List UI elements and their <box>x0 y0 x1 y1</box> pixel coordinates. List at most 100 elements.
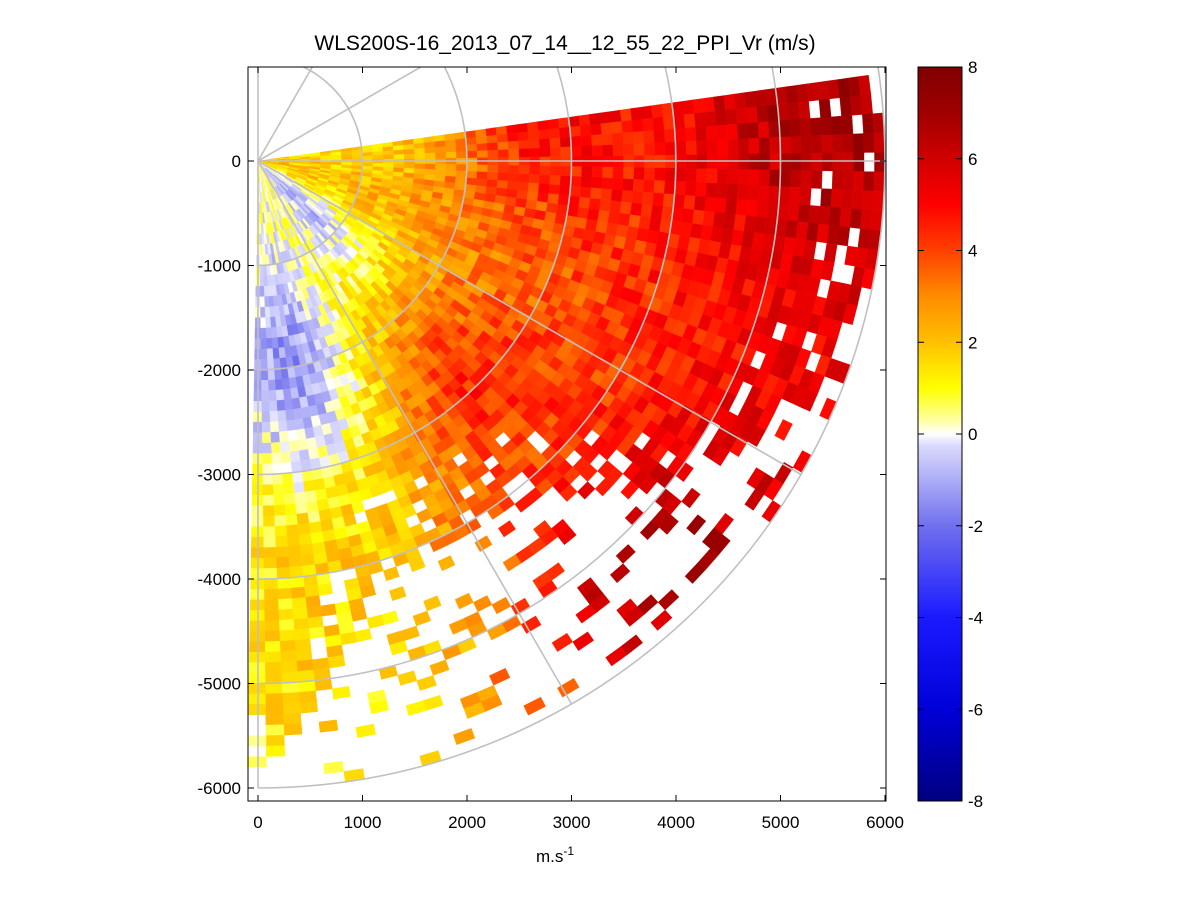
velocity-cell <box>654 167 666 182</box>
velocity-cell <box>455 170 468 179</box>
velocity-cell <box>259 306 266 318</box>
velocity-cell <box>263 588 279 601</box>
velocity-cell <box>372 151 384 157</box>
x-tick-label: 3000 <box>553 813 591 832</box>
velocity-cell <box>307 616 324 629</box>
velocity-cell <box>262 515 275 527</box>
velocity-cell <box>759 153 771 171</box>
velocity-cell <box>547 118 560 130</box>
velocity-cell <box>695 126 708 142</box>
velocity-cell <box>526 191 539 202</box>
colorbar-tick-label: -2 <box>968 517 983 536</box>
velocity-cell <box>260 369 269 381</box>
velocity-cell <box>308 521 323 534</box>
velocity-cell <box>538 174 551 185</box>
velocity-cell <box>507 140 520 150</box>
velocity-cell <box>628 214 641 229</box>
velocity-cell <box>588 198 601 211</box>
velocity-cell <box>523 696 546 716</box>
velocity-cell <box>414 163 426 170</box>
velocity-cell <box>393 163 405 169</box>
velocity-cell <box>818 98 832 118</box>
velocity-cell <box>454 592 474 610</box>
velocity-cell <box>779 136 792 154</box>
velocity-cell <box>271 337 279 349</box>
velocity-cell <box>298 449 310 462</box>
velocity-cell <box>327 655 346 669</box>
velocity-cell <box>279 629 296 642</box>
velocity-cell <box>476 171 488 180</box>
velocity-cell <box>491 596 512 615</box>
velocity-cell <box>862 113 875 134</box>
velocity-cell <box>744 488 765 511</box>
velocity-cell <box>842 303 858 325</box>
velocity-cell <box>265 724 285 736</box>
velocity-cell <box>323 760 345 775</box>
velocity-cell <box>305 595 321 608</box>
velocity-cell <box>537 120 550 131</box>
velocity-cell <box>424 147 436 154</box>
y-tick-label: -3000 <box>198 466 241 485</box>
colorbar-tick-label: -6 <box>968 700 983 719</box>
velocity-cell <box>790 170 802 188</box>
velocity-cell <box>609 200 622 214</box>
velocity-cell <box>528 139 541 149</box>
velocity-cell <box>726 123 739 140</box>
velocity-cell <box>266 358 275 371</box>
velocity-cell <box>284 409 295 421</box>
velocity-cell <box>273 504 286 517</box>
velocity-cell <box>263 567 278 580</box>
velocity-cell <box>590 187 602 200</box>
velocity-cell <box>664 141 677 156</box>
velocity-cell <box>621 120 634 134</box>
velocity-cell <box>296 512 310 525</box>
velocity-cell <box>262 505 275 517</box>
x-tick-label: 6000 <box>866 813 904 832</box>
velocity-cell <box>476 150 489 159</box>
azimuth-spoke <box>257 67 314 162</box>
velocity-cell <box>265 745 286 757</box>
velocity-cell <box>849 95 863 116</box>
velocity-cell <box>799 118 812 137</box>
velocity-cell <box>261 400 270 413</box>
velocity-cell <box>248 683 266 695</box>
velocity-cell <box>641 191 655 206</box>
velocity-cell <box>283 398 294 411</box>
velocity-cell <box>278 619 295 632</box>
velocity-cell <box>262 526 276 538</box>
velocity-cell <box>560 146 572 158</box>
velocity-cell <box>297 438 309 452</box>
velocity-cell <box>294 502 308 515</box>
velocity-cell <box>264 620 280 632</box>
velocity-cell <box>485 127 498 137</box>
velocity-cell <box>612 166 624 180</box>
colorbar: 8 6 4 2 0 -2 -4 -6 -8 <box>917 58 983 811</box>
velocity-cell <box>550 165 562 177</box>
velocity-cell <box>811 135 823 154</box>
velocity-cell <box>539 147 551 158</box>
velocity-cell <box>297 522 311 536</box>
velocity-cell <box>638 215 652 231</box>
velocity-cell <box>570 146 583 157</box>
velocity-cell <box>437 555 456 572</box>
velocity-cell <box>306 605 323 619</box>
velocity-cell <box>265 714 284 726</box>
colorbar-gradient <box>917 66 963 802</box>
velocity-cell <box>551 632 573 652</box>
velocity-cell <box>260 338 267 350</box>
velocity-cell <box>696 140 708 156</box>
velocity-cell <box>788 186 802 205</box>
velocity-cell <box>281 692 300 705</box>
velocity-cell <box>260 359 268 371</box>
velocity-cell <box>529 147 541 158</box>
velocity-cell <box>518 148 530 158</box>
velocity-cell <box>476 143 488 152</box>
velocity-cell <box>652 116 665 131</box>
velocity-cell <box>550 147 562 158</box>
velocity-cell <box>274 525 288 538</box>
velocity-cell <box>538 129 550 140</box>
x-tick-label: 2000 <box>448 813 486 832</box>
y-tick-label: 0 <box>232 152 241 171</box>
velocity-cell <box>683 113 696 129</box>
velocity-cell <box>711 445 730 467</box>
